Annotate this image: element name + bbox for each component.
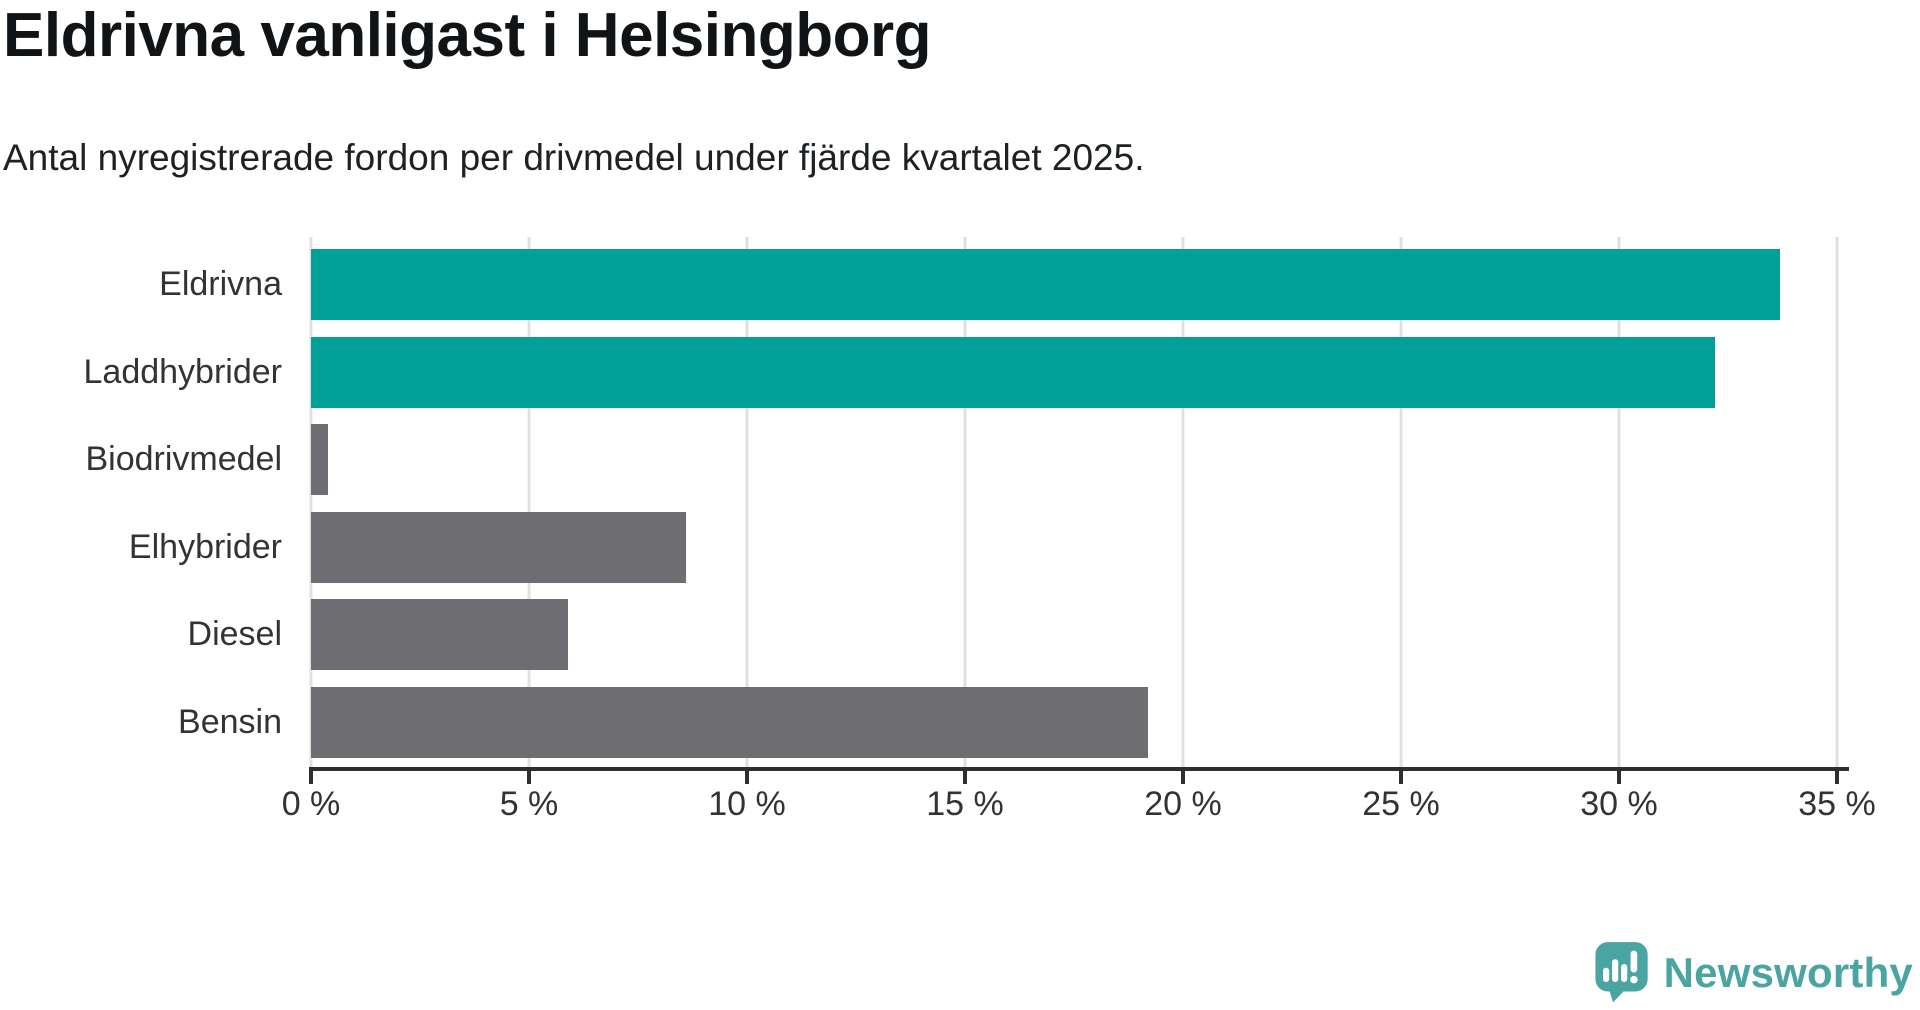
bar-row-biodrivmedel xyxy=(311,424,1837,496)
x-axis-tick-20 xyxy=(1181,771,1185,784)
x-axis-line xyxy=(309,767,1849,771)
bar-biodrivmedel xyxy=(311,424,329,496)
bar-eldrivna xyxy=(311,249,1781,320)
category-label-elhybrider: Elhybrider xyxy=(128,527,282,566)
bar-row-bensin xyxy=(311,687,1837,758)
gridline-35 xyxy=(1835,237,1839,767)
plot-area: 0 % 5 % 10 % 15 % 20 % 25 % 30 % 35 % Eldrivna La… xyxy=(84,237,1876,823)
x-axis-tick-label-35: 35 % xyxy=(1798,785,1876,823)
gridline-30 xyxy=(1617,237,1621,767)
newsworthy-logo-icon xyxy=(1595,942,1648,1003)
x-axis-tick-15 xyxy=(963,771,967,784)
bar-row-elhybrider xyxy=(311,511,1837,583)
category-label-eldrivna: Eldrivna xyxy=(159,265,282,303)
chart-title: Eldrivna vanligast i Helsingborg xyxy=(3,1,932,70)
category-label-biodrivmedel: Biodrivmedel xyxy=(85,440,282,479)
x-axis-tick-30 xyxy=(1617,771,1621,784)
x-axis-tick-0 xyxy=(309,771,313,784)
gridline-5 xyxy=(527,237,531,767)
newsworthy-logo-text: Newsworthy xyxy=(1663,948,1913,996)
x-axis-tick-label-25: 25 % xyxy=(1362,785,1440,823)
gridline-10 xyxy=(745,237,749,767)
x-axis-tick-label-20: 20 % xyxy=(1144,785,1222,823)
gridline-20 xyxy=(1181,237,1185,767)
category-label-bensin: Bensin xyxy=(178,703,282,741)
category-label-diesel: Diesel xyxy=(187,615,282,654)
gridline-0 xyxy=(309,237,313,767)
newsworthy-logo: Newsworthy xyxy=(1594,941,1913,1004)
gridline-25 xyxy=(1399,237,1403,767)
category-label-laddhybrider: Laddhybrider xyxy=(83,352,282,391)
x-axis-tick-label-30: 30 % xyxy=(1580,785,1658,823)
x-axis-tick-label-0: 0 % xyxy=(281,785,341,823)
x-axis-tick-25 xyxy=(1399,771,1403,784)
bar-laddhybrider xyxy=(311,336,1715,408)
bar-row-diesel xyxy=(311,599,1837,671)
gridline-15 xyxy=(963,237,967,767)
bar-row-laddhybrider xyxy=(311,336,1837,408)
bar-bensin xyxy=(311,687,1149,758)
x-axis-tick-5 xyxy=(527,771,531,784)
x-axis-tick-label-15: 15 % xyxy=(926,785,1004,823)
bar-row-eldrivna xyxy=(311,249,1837,320)
x-axis-tick-10 xyxy=(745,771,749,784)
x-axis-tick-label-10: 10 % xyxy=(708,785,786,823)
x-axis-tick-35 xyxy=(1835,771,1839,784)
bar-diesel xyxy=(311,599,569,671)
x-axis-tick-label-5: 5 % xyxy=(499,785,559,823)
chart-subtitle: Antal nyregistrerade fordon per drivmede… xyxy=(3,137,1145,178)
bar-elhybrider xyxy=(311,511,686,583)
